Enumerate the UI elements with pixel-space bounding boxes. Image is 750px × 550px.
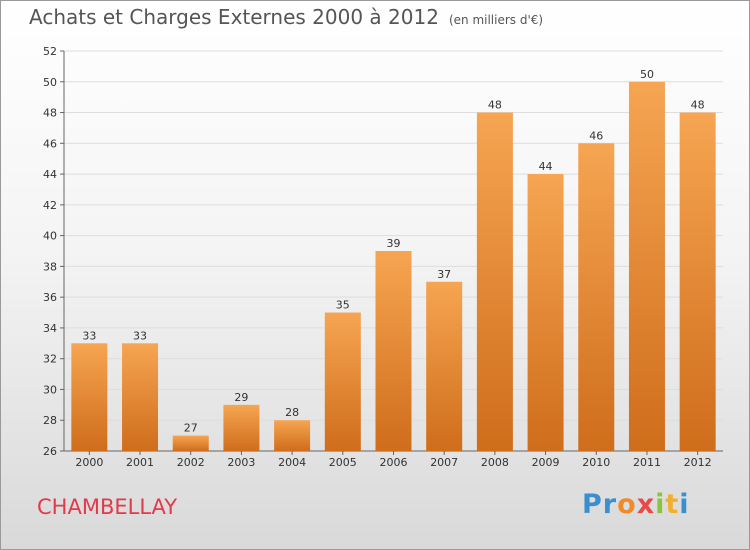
x-tick-label: 2007 [430, 456, 458, 469]
logo-letter: P [582, 489, 603, 520]
x-tick-label: 2003 [227, 456, 255, 469]
bar [274, 420, 311, 451]
bar-value-label: 29 [234, 391, 248, 404]
y-tick-label: 36 [43, 291, 57, 304]
proxiti-logo: Proxiti [582, 489, 690, 520]
bar-value-label: 39 [387, 237, 401, 250]
bar-value-label: 28 [285, 406, 299, 419]
bar [679, 112, 716, 452]
bar-value-label: 27 [184, 422, 198, 435]
bar [476, 112, 513, 452]
bar-value-label: 37 [437, 268, 451, 281]
bar-value-label: 35 [336, 299, 350, 312]
x-tick-label: 2009 [532, 456, 560, 469]
logo-letter: i [655, 489, 666, 520]
bar [172, 435, 209, 451]
bar [71, 343, 108, 451]
x-tick-label: 2006 [380, 456, 408, 469]
bar-value-label: 46 [589, 129, 603, 142]
x-tick-label: 2002 [177, 456, 205, 469]
bar-value-label: 48 [691, 99, 705, 112]
bar [223, 404, 260, 451]
y-tick-label: 42 [43, 199, 57, 212]
y-tick-label: 34 [43, 322, 57, 335]
bar-value-label: 33 [82, 329, 96, 342]
y-tick-label: 38 [43, 260, 57, 273]
y-tick-label: 50 [43, 76, 57, 89]
bar [628, 81, 665, 452]
logo-letter: x [636, 489, 656, 520]
x-tick-label: 2000 [75, 456, 103, 469]
bar [375, 251, 412, 451]
y-tick-label: 32 [43, 353, 57, 366]
y-tick-label: 28 [43, 414, 57, 427]
logo-letter: t [665, 489, 680, 520]
y-tick-label: 30 [43, 383, 57, 396]
bar [122, 343, 159, 451]
title-text: Achats et Charges Externes 2000 à 2012 [29, 5, 439, 29]
x-tick-label: 2005 [329, 456, 357, 469]
bar-value-label: 44 [539, 160, 553, 173]
bar-value-label: 48 [488, 99, 502, 112]
bar [578, 143, 615, 452]
bar-value-label: 50 [640, 68, 654, 81]
y-tick-label: 46 [43, 137, 57, 150]
logo-letter: r [602, 489, 618, 520]
logo-letter: i [679, 489, 690, 520]
y-tick-label: 52 [43, 45, 57, 58]
chart-title: Achats et Charges Externes 2000 à 2012 (e… [29, 5, 543, 29]
x-tick-label: 2011 [633, 456, 661, 469]
y-tick-label: 44 [43, 168, 57, 181]
bar [426, 281, 463, 451]
y-tick-label: 48 [43, 107, 57, 120]
x-tick-label: 2004 [278, 456, 306, 469]
bar [324, 312, 361, 451]
bar-value-label: 33 [133, 329, 147, 342]
y-tick-label: 26 [43, 445, 57, 458]
logo-letter: o [617, 489, 637, 520]
commune-name: CHAMBELLAY [37, 495, 178, 519]
x-tick-label: 2010 [582, 456, 610, 469]
x-tick-label: 2012 [684, 456, 712, 469]
y-tick-label: 40 [43, 230, 57, 243]
x-tick-label: 2001 [126, 456, 154, 469]
bar [527, 174, 564, 452]
x-tick-label: 2008 [481, 456, 509, 469]
title-unit: (en milliers d'€) [448, 13, 544, 27]
